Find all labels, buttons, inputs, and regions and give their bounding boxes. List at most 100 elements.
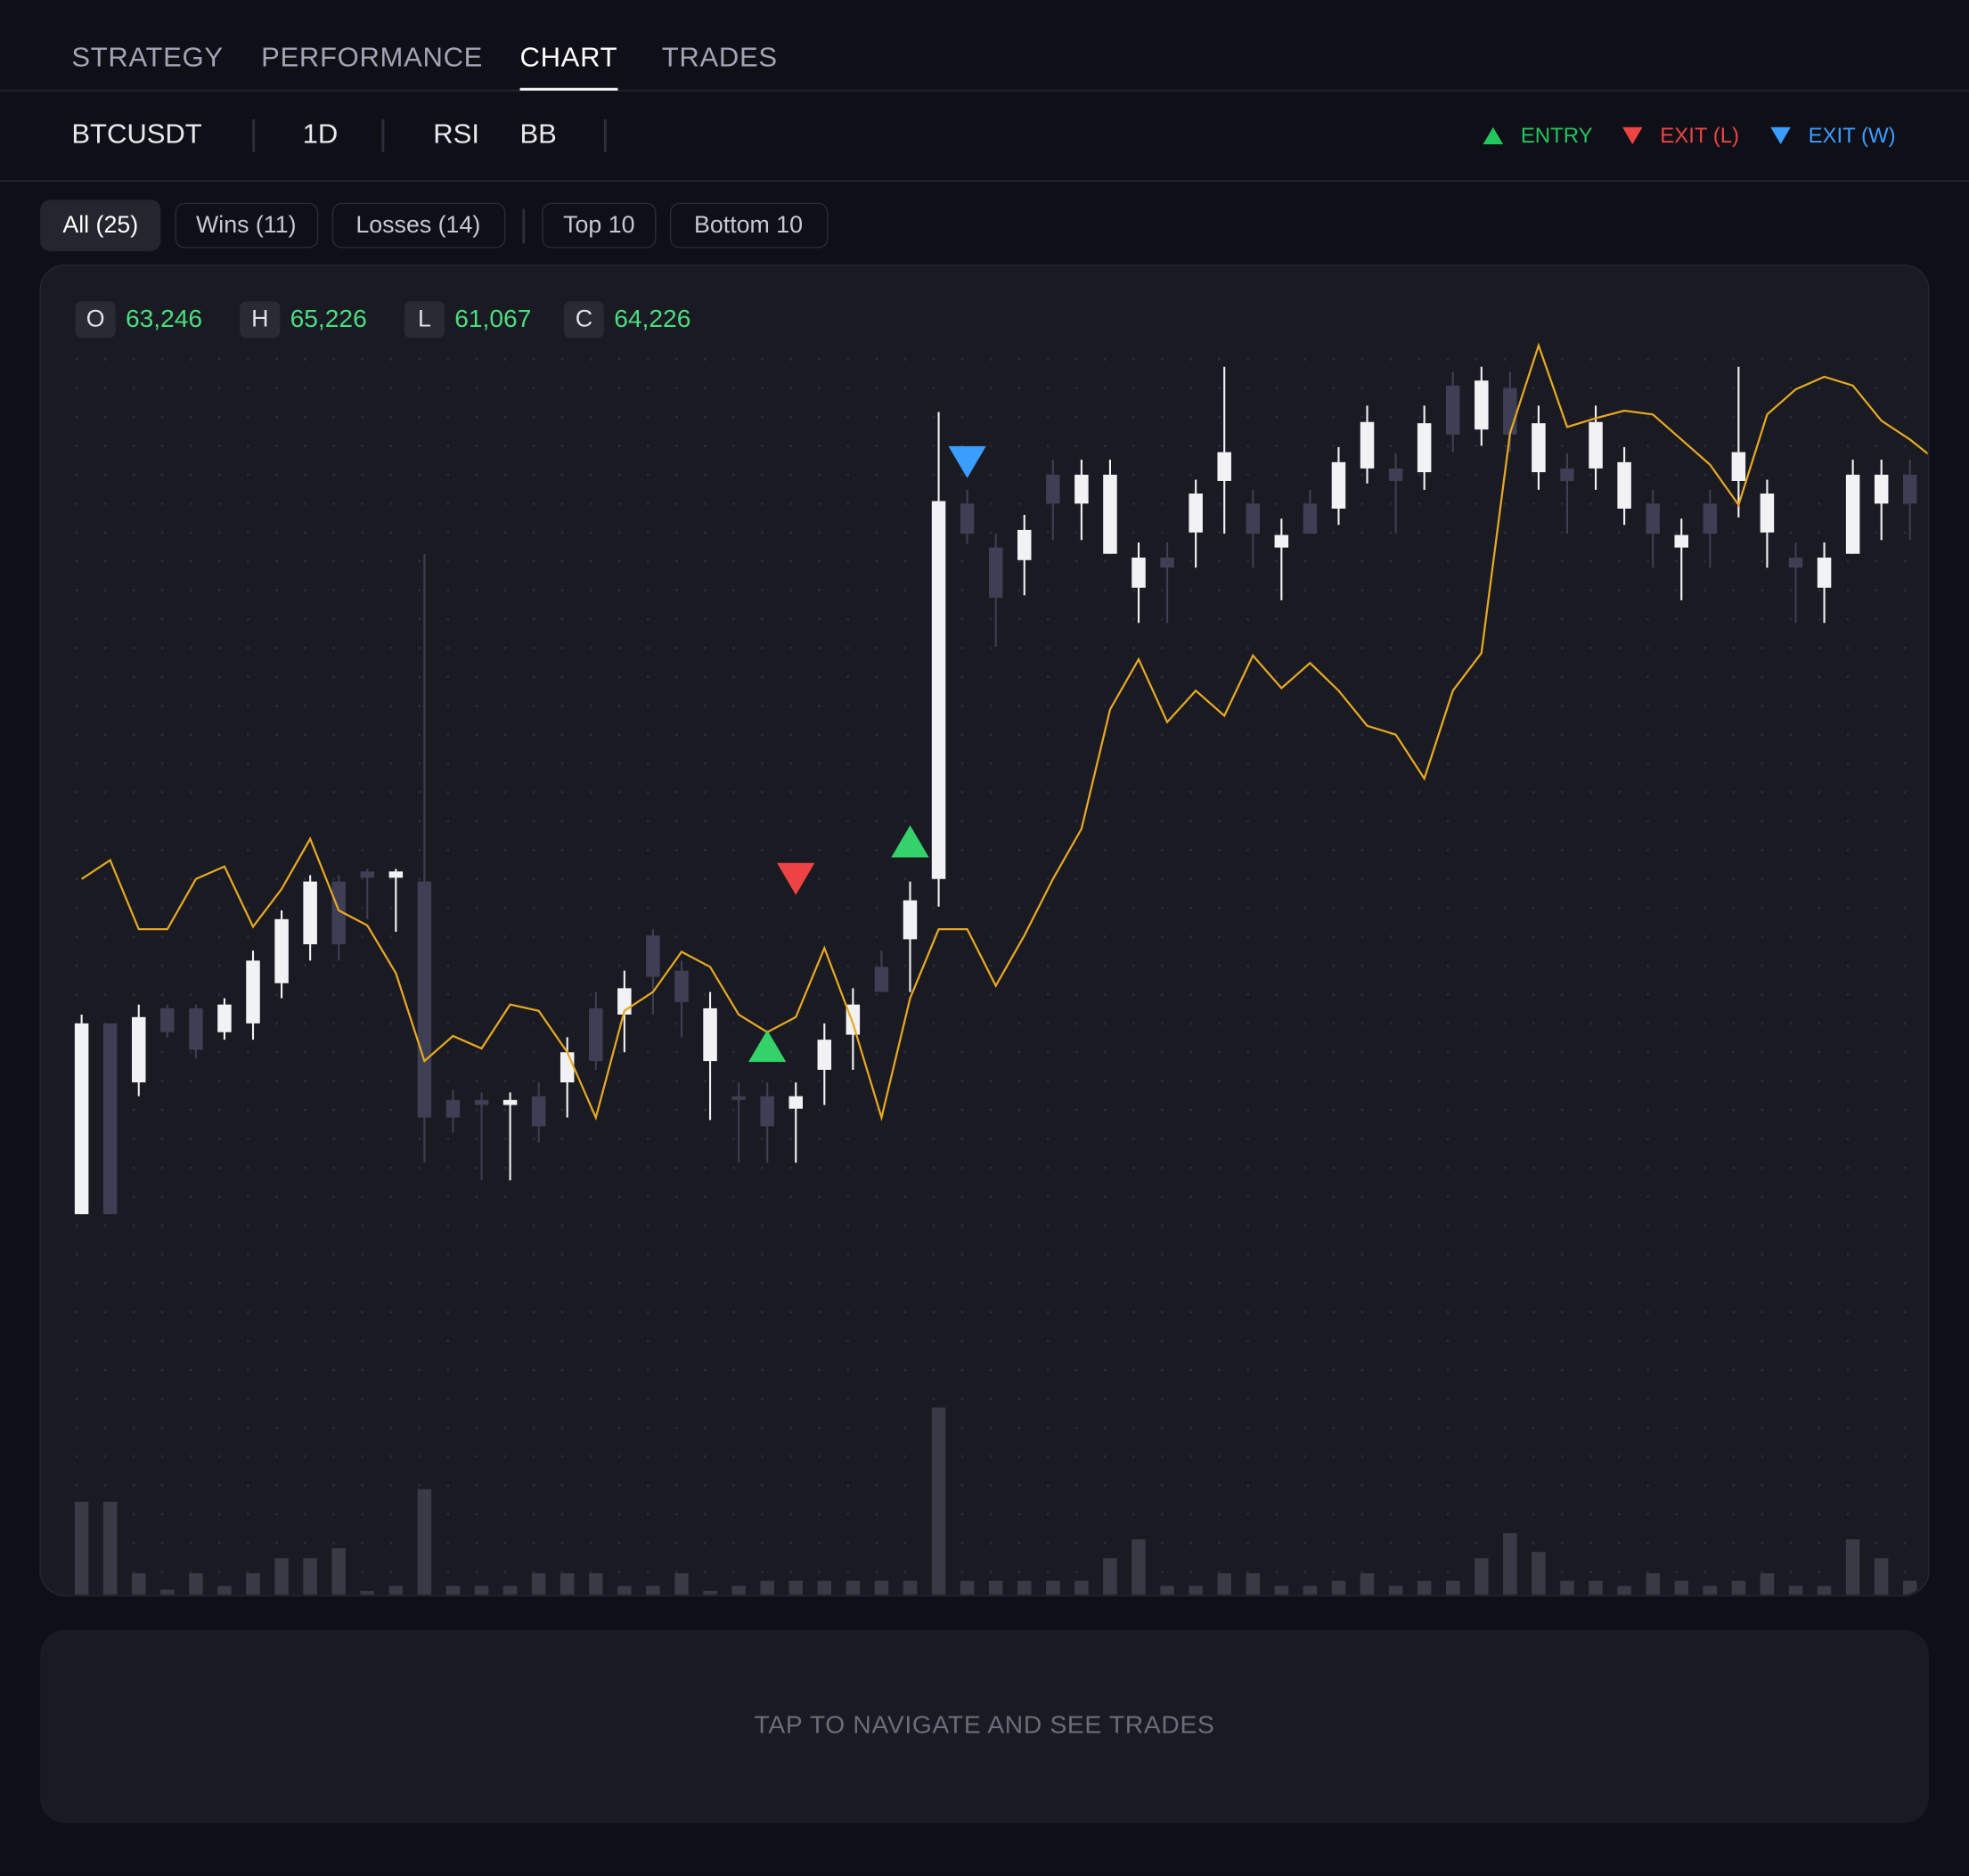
symbol[interactable]: BTCUSDT	[71, 118, 201, 150]
volume-bar	[189, 1573, 203, 1595]
filter-label[interactable]: Losses (14)	[355, 211, 480, 238]
ohlc-key: L	[418, 306, 431, 332]
volume-bar	[703, 1590, 717, 1595]
volume-bar	[931, 1407, 946, 1595]
tab-active[interactable]: CHART	[520, 42, 618, 73]
volume-bar	[646, 1586, 660, 1595]
indicator[interactable]: BB	[520, 118, 557, 150]
candle-body	[931, 501, 946, 879]
candle-body	[817, 1040, 832, 1070]
filter-chip[interactable]	[331, 202, 506, 249]
volume-bar	[1845, 1539, 1860, 1595]
candle-body	[731, 1096, 746, 1100]
volume-bar	[1303, 1586, 1318, 1595]
volume-bar	[1017, 1580, 1032, 1595]
legend-label: EXIT (W)	[1809, 124, 1896, 148]
candle-body	[274, 918, 289, 983]
candle-body	[1532, 423, 1546, 473]
candle-body	[1760, 493, 1775, 533]
filter-label[interactable]: Top 10	[563, 211, 634, 238]
ohlc-value: 61,067	[454, 304, 531, 332]
trade-marker	[748, 1030, 787, 1063]
candle-body	[1189, 493, 1203, 533]
filter-chip[interactable]	[175, 202, 319, 249]
volume-bar	[502, 1586, 518, 1595]
tab[interactable]: PERFORMANCE	[261, 42, 483, 73]
volume-bar	[1246, 1573, 1261, 1595]
candle-body	[874, 967, 889, 992]
filter-label[interactable]: Bottom 10	[694, 211, 803, 238]
candle-body	[960, 503, 975, 534]
ohlc-key: H	[251, 306, 268, 332]
volume-bar	[760, 1580, 774, 1595]
volume-bar	[1074, 1580, 1089, 1595]
trade-marker	[891, 825, 929, 858]
hint: TAP TO NAVIGATE AND SEE TRADES	[755, 1710, 1215, 1739]
volume-bar	[788, 1580, 803, 1595]
volume-bar	[331, 1547, 346, 1595]
volume-bar	[1331, 1580, 1346, 1595]
volume-bar	[960, 1580, 975, 1595]
volume-bar	[246, 1573, 260, 1595]
candle-body	[589, 1007, 603, 1062]
candle-body	[1017, 529, 1032, 560]
candle-body	[1560, 468, 1574, 481]
candle-body	[189, 1007, 203, 1050]
ohlc-key-box	[563, 301, 604, 338]
volume-bar	[1788, 1586, 1803, 1595]
volume-bar	[1445, 1580, 1460, 1595]
interval[interactable]: 1D	[303, 118, 339, 150]
volume-bar	[531, 1573, 546, 1595]
volume-bar	[988, 1580, 1003, 1595]
filter-label[interactable]: All (25)	[62, 211, 138, 238]
volume-bar	[1903, 1580, 1917, 1595]
legend-icon	[1770, 126, 1791, 144]
volume-bar	[274, 1558, 289, 1595]
volume-bar	[1674, 1580, 1688, 1595]
volume-bar	[102, 1501, 118, 1595]
filter-chip-active[interactable]	[40, 200, 161, 252]
ohlc-value: 63,246	[126, 304, 202, 332]
candle-body	[1303, 503, 1318, 534]
filter-chip[interactable]	[542, 202, 657, 249]
candle-body	[1475, 380, 1489, 430]
indicator[interactable]: RSI	[433, 118, 479, 150]
volume-bar	[903, 1580, 918, 1595]
volume-bar	[1874, 1558, 1889, 1595]
candle-body	[531, 1096, 546, 1127]
volume-bar	[417, 1489, 432, 1595]
ohlc-value: 64,226	[614, 304, 690, 332]
volume-bar	[1388, 1586, 1403, 1595]
volume-bar	[1617, 1586, 1631, 1595]
volume-bar	[217, 1586, 232, 1595]
ohlc-readout: O 63,246 H 65,226 L 61,067 C 64,226	[75, 301, 690, 338]
volume-bar	[1703, 1586, 1718, 1595]
candle-body	[1217, 452, 1231, 481]
candle-body	[988, 547, 1003, 599]
trade-panel[interactable]	[40, 1629, 1929, 1823]
volume-bar	[1217, 1573, 1231, 1595]
volume-bar	[474, 1586, 489, 1595]
filter-label[interactable]: Wins (11)	[196, 211, 297, 238]
volume-bar	[1532, 1552, 1546, 1595]
volume-bar	[674, 1573, 689, 1595]
volume-bar	[160, 1589, 175, 1595]
candle-body	[1503, 387, 1517, 435]
ohlc-key-box	[404, 301, 445, 338]
candle-body	[388, 871, 404, 878]
tab[interactable]: STRATEGY	[71, 42, 223, 73]
candle-body	[760, 1096, 774, 1127]
candle-body	[1731, 452, 1746, 481]
candle-body	[1617, 461, 1631, 509]
volume-bar	[874, 1580, 889, 1595]
candle-body	[1160, 557, 1174, 568]
candle-body	[502, 1099, 518, 1105]
candle-body	[131, 1016, 146, 1083]
candle-body	[1903, 474, 1917, 504]
tab[interactable]: TRADES	[662, 42, 778, 73]
candle-body	[1046, 474, 1060, 504]
candle-body	[160, 1007, 175, 1032]
filter-chip[interactable]	[669, 202, 829, 249]
candle-body	[903, 900, 918, 940]
